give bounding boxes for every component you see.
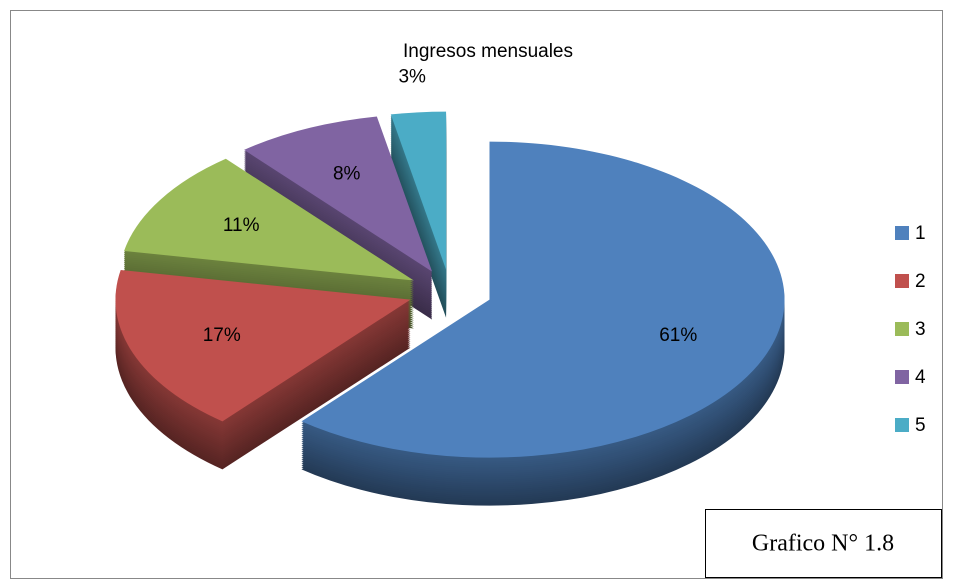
- legend-label: 1: [915, 223, 926, 244]
- pie-slice: [115, 270, 411, 470]
- data-label: 17%: [203, 325, 241, 346]
- legend-label: 5: [915, 415, 926, 436]
- chart-title: Ingresos mensuales: [403, 41, 573, 62]
- slice-top: [124, 158, 414, 281]
- data-label: 11%: [223, 215, 260, 236]
- slice-top: [390, 111, 447, 270]
- pie-slice: [301, 141, 785, 506]
- legend-label: 2: [915, 271, 926, 292]
- annotation: Grafico N° 1.8: [752, 531, 894, 557]
- data-label: 8%: [333, 163, 361, 184]
- legend-label: 4: [915, 367, 926, 388]
- slice-top: [115, 270, 411, 422]
- legend-swatch: [895, 370, 909, 384]
- legend-swatch: [895, 226, 909, 240]
- legend-swatch: [895, 418, 909, 432]
- legend-swatch: [895, 274, 909, 288]
- data-label: 3%: [398, 67, 426, 88]
- legend-swatch: [895, 322, 909, 336]
- legend-label: 3: [915, 319, 926, 340]
- pie-slice: [390, 111, 447, 318]
- annotation-box: [705, 509, 942, 578]
- data-label: 61%: [659, 325, 697, 346]
- slice-top: [244, 116, 433, 272]
- slice-top: [301, 141, 785, 458]
